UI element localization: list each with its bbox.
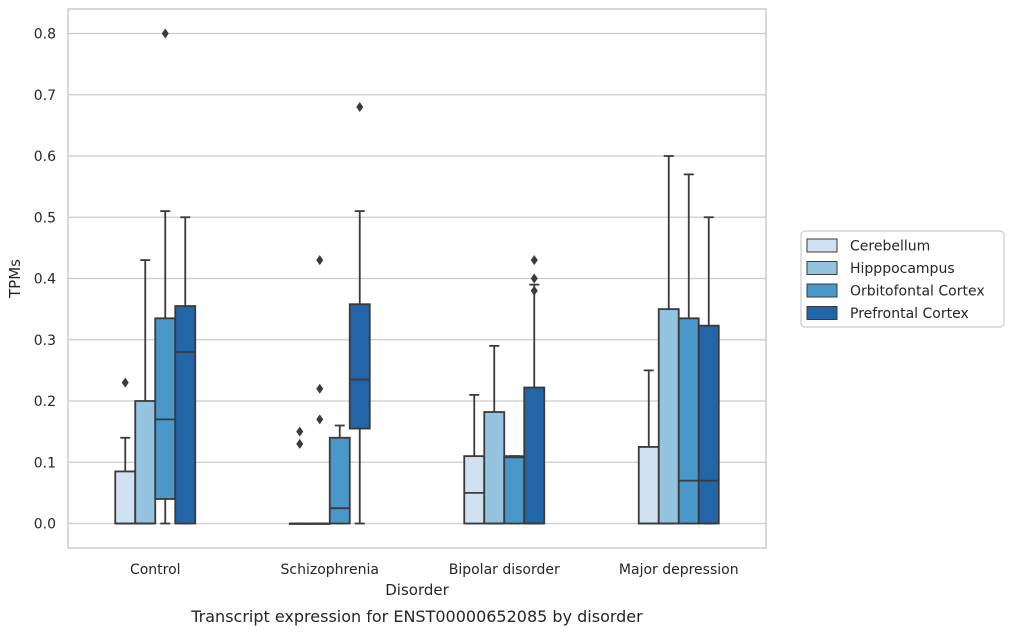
box-hipppocampus bbox=[308, 255, 331, 525]
box-iqr bbox=[657, 308, 680, 525]
box-cerebellum bbox=[463, 393, 486, 525]
y-tick-label: 0.6 bbox=[34, 149, 56, 165]
box-iqr bbox=[463, 455, 486, 525]
box-iqr bbox=[174, 305, 197, 525]
box-prefrontal-cortex bbox=[174, 216, 197, 525]
legend-box bbox=[800, 230, 1005, 328]
legend-label: Prefrontal Cortex bbox=[850, 306, 969, 322]
outlier-point bbox=[356, 102, 364, 112]
box-cerebellum bbox=[114, 377, 137, 525]
x-tick-label: Bipolar disorder bbox=[449, 562, 560, 578]
box-iqr bbox=[523, 386, 546, 525]
y-ticks: 0.0 0.1 0.2 0.3 0.4 0.5 0.6 0.7 0.8 bbox=[34, 27, 56, 533]
box-orbitofontal-cortex bbox=[503, 455, 526, 525]
box-iqr bbox=[114, 470, 137, 525]
outlier-point bbox=[296, 438, 304, 449]
y-tick-label: 0.1 bbox=[34, 455, 56, 471]
box-iqr bbox=[154, 317, 177, 500]
box-iqr bbox=[134, 400, 157, 525]
legend-swatch bbox=[806, 283, 838, 298]
outlier-point bbox=[121, 377, 129, 388]
x-tick-label: Schizophrenia bbox=[281, 562, 379, 578]
box-iqr bbox=[503, 455, 526, 525]
outlier-point bbox=[530, 273, 538, 284]
box-iqr bbox=[328, 436, 351, 525]
box-hipppocampus bbox=[483, 344, 506, 525]
legend-swatch bbox=[806, 238, 838, 253]
box-iqr bbox=[677, 317, 700, 525]
box-prefrontal-cortex bbox=[523, 255, 546, 525]
box-orbitofontal-cortex bbox=[328, 424, 351, 525]
outlier-point bbox=[296, 426, 304, 437]
box-orbitofontal-cortex bbox=[677, 173, 700, 525]
x-tick-label: Major depression bbox=[619, 562, 739, 578]
box-cerebellum bbox=[288, 426, 311, 525]
outlier-point bbox=[316, 414, 324, 425]
y-tick-label: 0.2 bbox=[34, 394, 56, 410]
y-tick-label: 0.3 bbox=[34, 333, 56, 349]
box-groups bbox=[114, 28, 720, 525]
y-tick-label: 0.8 bbox=[34, 27, 56, 43]
x-ticks: Control Schizophrenia Bipolar disorder Majo… bbox=[130, 562, 739, 578]
legend-label: Orbitofontal Cortex bbox=[850, 284, 985, 300]
y-tick-label: 0.5 bbox=[34, 210, 56, 226]
box-hipppocampus bbox=[657, 155, 680, 525]
box-orbitofontal-cortex bbox=[154, 28, 177, 525]
box-iqr bbox=[697, 324, 720, 525]
x-axis-label: Disorder bbox=[385, 581, 449, 599]
y-tick-label: 0.4 bbox=[34, 272, 56, 288]
outlier-point bbox=[316, 383, 324, 394]
legend-label: Cerebellum bbox=[850, 239, 930, 255]
box-iqr bbox=[348, 303, 371, 430]
box-iqr bbox=[637, 446, 660, 525]
outlier-point bbox=[530, 285, 538, 296]
legend: Cerebellum Hipppocampus Orbitofontal Corte… bbox=[800, 230, 1005, 328]
chart-caption: Transcript expression for ENST0000065208… bbox=[190, 607, 643, 626]
legend-label: Hipppocampus bbox=[850, 261, 955, 277]
y-tick-label: 0.7 bbox=[34, 88, 56, 104]
legend-swatch bbox=[806, 261, 838, 275]
box-cerebellum bbox=[637, 369, 660, 525]
y-tick-label: 0.0 bbox=[34, 517, 56, 533]
legend-swatch bbox=[806, 306, 838, 320]
box-prefrontal-cortex bbox=[697, 216, 720, 525]
box-iqr bbox=[483, 411, 506, 525]
plot-frame bbox=[67, 8, 767, 549]
box-hipppocampus bbox=[134, 259, 157, 525]
y-axis-label: TPMs bbox=[6, 259, 24, 299]
outlier-point bbox=[316, 255, 324, 266]
outlier-point bbox=[161, 28, 169, 39]
x-tick-label: Control bbox=[130, 562, 181, 578]
box-prefrontal-cortex bbox=[348, 102, 371, 525]
outlier-point bbox=[530, 255, 538, 266]
